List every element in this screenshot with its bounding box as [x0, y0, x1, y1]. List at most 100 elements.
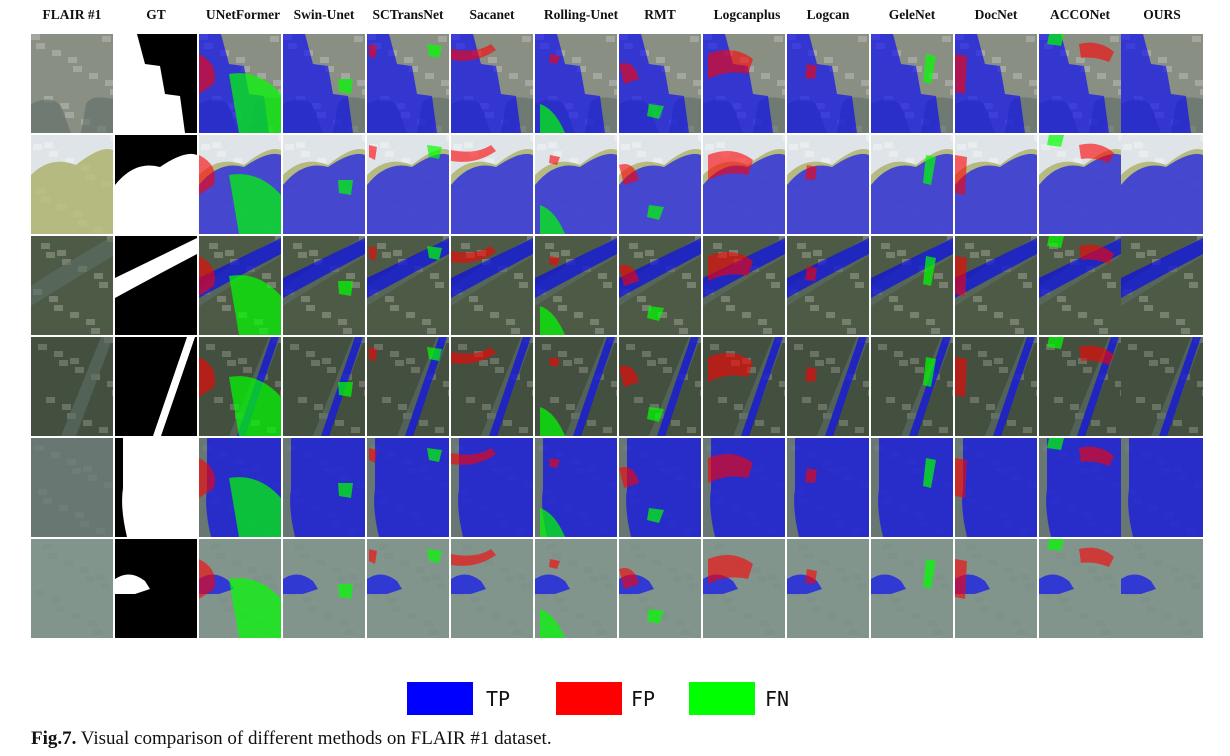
tp-region — [367, 574, 402, 594]
thumbnail-r1-gelenet — [871, 34, 953, 133]
thumbnail-image — [451, 34, 533, 133]
thumbnail-image — [31, 34, 113, 133]
thumbnail-image — [451, 438, 533, 537]
fn-region — [427, 347, 442, 361]
fp-region — [1079, 446, 1114, 466]
thumbnail-r1-logcan — [787, 34, 869, 133]
tp-region — [787, 238, 869, 298]
thumbnail-image — [367, 34, 449, 133]
fn-region — [647, 205, 664, 220]
thumbnail-r3-logcanplus — [703, 236, 785, 335]
thumbnail-image — [535, 236, 617, 335]
thumbnail-image — [703, 135, 785, 234]
tp-region — [1039, 153, 1121, 234]
thumbnail-image — [199, 438, 281, 537]
tp-region — [871, 574, 906, 594]
fn-region — [540, 508, 565, 537]
fp-region — [955, 357, 967, 397]
fn-region — [229, 376, 281, 436]
thumbnail-r5-acconet — [1039, 438, 1121, 537]
thumbnail-r5-gt — [115, 438, 197, 537]
fn-region — [647, 508, 664, 523]
fp-region — [619, 467, 639, 488]
thumbnail-image — [31, 236, 113, 335]
tp-region — [451, 574, 486, 594]
fp-region — [549, 256, 560, 266]
fn-region — [229, 578, 281, 638]
tp-region — [787, 34, 857, 133]
tp-region — [374, 438, 449, 537]
thumbnail-image — [955, 539, 1037, 638]
thumbnail-image — [1121, 337, 1203, 436]
fp-region — [805, 468, 817, 483]
fn-region — [427, 44, 442, 58]
thumbnail-r5-rolling-unet — [535, 438, 617, 537]
tp-region — [741, 337, 783, 436]
thumbnail-r6-ours — [1121, 539, 1203, 638]
thumbnail-r3-gt — [115, 236, 197, 335]
thumbnail-r4-logcan — [787, 337, 869, 436]
gt-mask — [153, 337, 195, 436]
thumbnail-r6-unetformer — [199, 539, 281, 638]
tp-region — [542, 438, 617, 537]
thumbnail-image — [787, 337, 869, 436]
fn-region — [923, 357, 936, 387]
fp-region — [955, 559, 967, 599]
fp-region — [451, 347, 496, 364]
tp-region — [283, 34, 353, 133]
fn-region — [540, 609, 565, 638]
thumbnail-r3-rmt — [619, 236, 701, 335]
thumbnail-image — [367, 236, 449, 335]
thumbnail-r2-flair-1 — [31, 135, 113, 234]
thumbnail-r1-unetformer — [199, 34, 281, 133]
thumbnail-r2-acconet — [1039, 135, 1121, 234]
tp-region — [1121, 153, 1203, 234]
thumbnail-r2-unetformer — [199, 135, 281, 234]
legend-label-tp: TP — [486, 687, 511, 711]
fn-region — [229, 477, 281, 537]
thumbnail-r4-rmt — [619, 337, 701, 436]
fp-region — [1079, 547, 1114, 567]
tp-region — [993, 337, 1035, 436]
fn-region — [229, 275, 281, 335]
tp-region — [657, 337, 699, 436]
thumbnail-image — [871, 337, 953, 436]
fp-region — [369, 347, 377, 362]
thumbnail-image — [619, 438, 701, 537]
thumbnail-r1-rmt — [619, 34, 701, 133]
thumbnail-r4-rolling-unet — [535, 337, 617, 436]
thumbnail-r4-unetformer — [199, 337, 281, 436]
thumbnail-image — [787, 539, 869, 638]
fp-region — [369, 44, 377, 59]
thumbnail-image — [1121, 438, 1203, 537]
thumbnail-image — [367, 539, 449, 638]
fp-region — [199, 256, 215, 296]
thumbnail-image — [199, 236, 281, 335]
thumbnail-r5-ours — [1121, 438, 1203, 537]
tp-region — [1039, 574, 1074, 594]
fp-region — [451, 246, 496, 263]
fn-region — [338, 281, 353, 296]
thumbnail-image — [31, 337, 113, 436]
fp-region — [619, 265, 639, 286]
thumbnail-image — [115, 236, 197, 335]
col-title-flair: FLAIR #1 — [42, 7, 102, 22]
thumbnail-image — [451, 135, 533, 234]
thumbnail-image — [31, 539, 113, 638]
thumbnail-r3-swin-unet — [283, 236, 365, 335]
fp-region — [619, 63, 639, 84]
thumbnail-image — [703, 34, 785, 133]
thumbnail-image — [703, 438, 785, 537]
fp-region — [1079, 345, 1114, 365]
thumbnail-image — [535, 337, 617, 436]
thumbnail-image — [535, 135, 617, 234]
thumbnail-image — [115, 539, 197, 638]
thumbnail-r2-logcanplus — [703, 135, 785, 234]
thumbnail-r4-gelenet — [871, 337, 953, 436]
thumbnail-r6-logcan — [787, 539, 869, 638]
fp-region — [549, 458, 560, 468]
legend-swatch-fp — [556, 682, 622, 715]
thumbnail-r4-ours — [1121, 337, 1203, 436]
thumbnail-r5-docnet — [955, 438, 1037, 537]
thumbnail-image — [367, 438, 449, 537]
